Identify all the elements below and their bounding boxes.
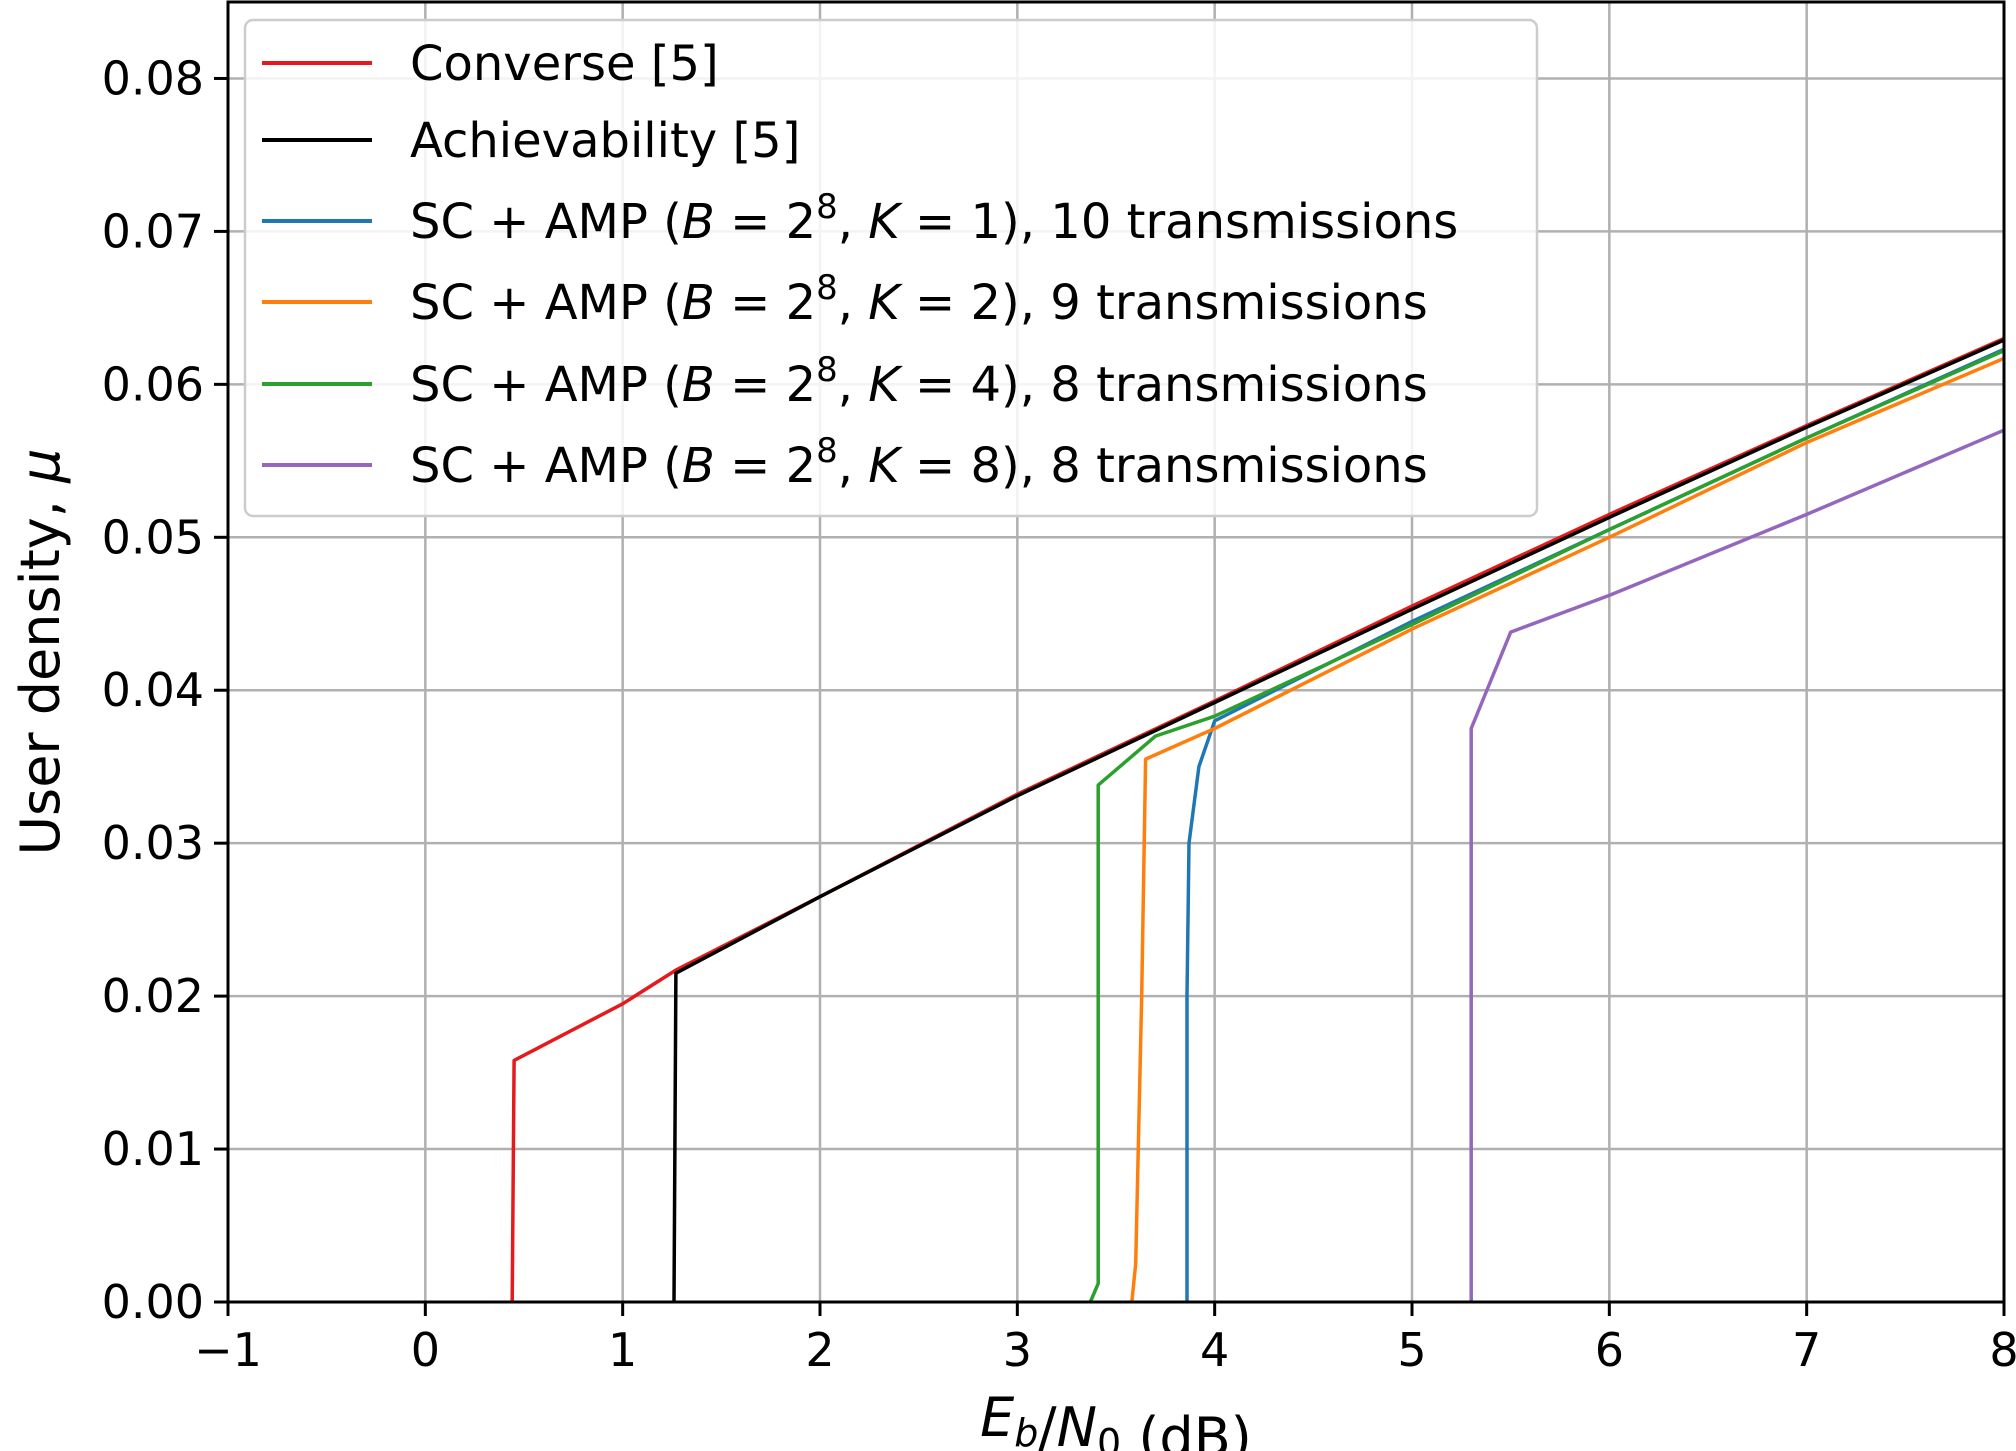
legend-label-6: SC + AMP (B = 28, K = 8), 8 transmission… bbox=[410, 431, 1428, 494]
x-tick-label: −1 bbox=[194, 1323, 262, 1377]
y-tick-label: 0.08 bbox=[102, 51, 204, 105]
x-tick-label: 5 bbox=[1397, 1323, 1426, 1377]
x-tick-label: 0 bbox=[411, 1323, 440, 1377]
series-line-4 bbox=[1130, 356, 2005, 1303]
series-line-2 bbox=[672, 338, 2005, 1303]
x-axis-title: Eb/N0 (dB) bbox=[980, 1386, 1252, 1451]
legend-label-3: SC + AMP (B = 28, K = 1), 10 transmissio… bbox=[410, 187, 1458, 250]
x-tick-label: 8 bbox=[1989, 1323, 2016, 1377]
y-tick-label: 0.00 bbox=[102, 1275, 204, 1329]
x-tick-label: 3 bbox=[1003, 1323, 1032, 1377]
x-axis-title-part: b bbox=[1014, 1411, 1038, 1451]
y-tick-label: 0.04 bbox=[102, 663, 204, 717]
y-axis-title-text: User density, bbox=[9, 483, 72, 856]
legend-box bbox=[243, 18, 1539, 518]
y-tick-label: 0.03 bbox=[102, 816, 204, 870]
y-axis-title: User density, μ bbox=[9, 449, 72, 856]
y-tick-label: 0.01 bbox=[102, 1122, 204, 1176]
legend: Converse [5] Achievability [5] SC + AMP (B… bbox=[243, 18, 1539, 518]
y-axis-title-symbol: μ bbox=[9, 449, 72, 484]
x-axis-title-part: (dB) bbox=[1121, 1406, 1252, 1451]
y-tick-label: 0.02 bbox=[102, 969, 204, 1023]
tick-labels: −1 0 1 2 3 4 5 6 7 8 0.00 0.01 0.02 0.03 0.04 0.05 0.06 0… bbox=[102, 51, 2016, 1377]
y-tick-label: 0.07 bbox=[102, 204, 204, 258]
x-tick-label: 2 bbox=[805, 1323, 834, 1377]
series-line-6 bbox=[1469, 428, 2005, 1302]
legend-label-1: Converse [5] bbox=[410, 36, 719, 92]
x-axis-title-part: E bbox=[980, 1386, 1015, 1449]
x-axis-title-part: 0 bbox=[1097, 1421, 1121, 1451]
legend-label-4: SC + AMP (B = 28, K = 2), 9 transmission… bbox=[410, 268, 1428, 331]
series-line-5 bbox=[1088, 349, 2005, 1303]
x-tick-label: 4 bbox=[1200, 1323, 1229, 1377]
x-axis-title-part: / bbox=[1038, 1396, 1057, 1451]
legend-label-5: SC + AMP (B = 28, K = 4), 8 transmission… bbox=[410, 350, 1428, 413]
y-tick-label: 0.05 bbox=[102, 510, 204, 564]
x-tick-label: 6 bbox=[1595, 1323, 1624, 1377]
plot-frame bbox=[226, 0, 2006, 1304]
series-layer bbox=[510, 336, 2005, 1303]
x-tick-label: 1 bbox=[608, 1323, 637, 1377]
legend-label-2: Achievability [5] bbox=[410, 113, 800, 169]
y-tick-label: 0.06 bbox=[102, 357, 204, 411]
x-axis-title-part: N bbox=[1057, 1396, 1097, 1451]
x-tick-label: 7 bbox=[1792, 1323, 1821, 1377]
ticks bbox=[214, 76, 2006, 1316]
